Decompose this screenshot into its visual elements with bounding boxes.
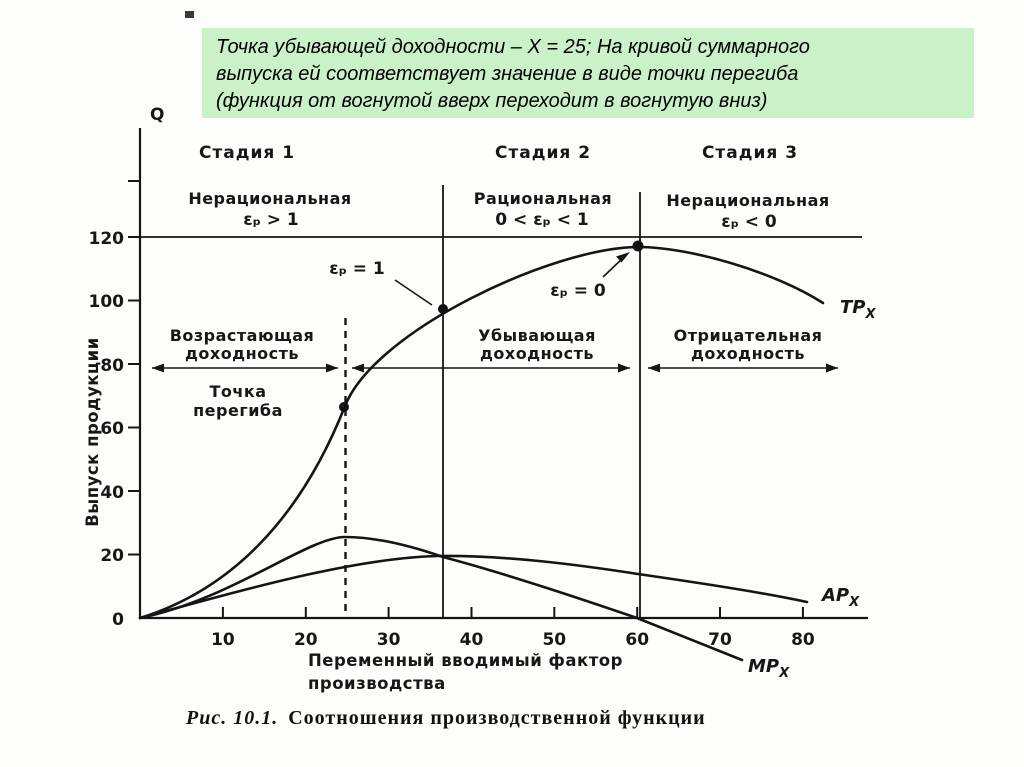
svg-text:100: 100 [89, 292, 125, 312]
x-axis-title-line-2: производства [308, 674, 446, 693]
arrowhead-left-icon [152, 363, 164, 373]
figure-caption: Рис. 10.1. Соотношения производственной ф… [186, 707, 706, 730]
stage-2-rationality: Рациональная [474, 189, 612, 208]
stage-3-title: Стадия 3 [702, 143, 798, 163]
ap-curve [138, 554, 809, 620]
svg-text:70: 70 [708, 630, 732, 650]
tp-curve [138, 245, 825, 620]
svg-text:30: 30 [377, 630, 401, 650]
ep0-annotation: εₚ = 0 [550, 281, 606, 301]
svg-text:0: 0 [112, 610, 124, 630]
stage-2-epsilon: 0 < εₚ < 1 [495, 210, 588, 230]
stage-1-returns-line-1: Возрастающая [170, 326, 315, 345]
stage-2-returns-line-1: Убывающая [478, 326, 596, 345]
inflection-point-dot [339, 402, 349, 412]
inflection-label-line-1: Точка [209, 382, 266, 401]
figure-title: Соотношения производственной функции [288, 707, 706, 729]
stage-3-returns-line-1: Отрицательная [674, 326, 823, 345]
arrowhead-left-icon [648, 363, 660, 373]
x-axis-title-line-1: Переменный вводимый фактор [308, 651, 623, 670]
arrowhead-right-icon [326, 363, 338, 373]
ep0-arrowhead-icon [616, 252, 630, 263]
ap-curve-label: APX [820, 585, 860, 610]
stage-2-title: Стадия 2 [495, 143, 591, 163]
returns-arrows [152, 363, 838, 373]
mp-curve-label: MPX [748, 656, 790, 681]
ep0-max-point-dot [632, 240, 644, 252]
arrowhead-right-icon [826, 363, 838, 373]
x-axis-ticks [221, 607, 804, 618]
mp-curve [138, 535, 744, 662]
svg-text:60: 60 [625, 630, 649, 650]
svg-text:40: 40 [100, 483, 124, 503]
stage-1-epsilon: εₚ > 1 [243, 210, 299, 230]
stage-3-epsilon: εₚ < 0 [721, 212, 777, 232]
stage-3-rationality: Нерациональная [666, 191, 829, 210]
arrowhead-left-icon [352, 363, 364, 373]
callout-box: Точка убывающей доходности – Х = 25; На … [202, 28, 974, 118]
y-axis-ticks [128, 180, 140, 556]
svg-text:120: 120 [89, 229, 125, 249]
svg-text:20: 20 [294, 630, 318, 650]
callout-line-3: (функция от вогнутой вверх переходит в в… [216, 90, 768, 112]
inflection-label-line-2: перегиба [193, 401, 283, 420]
svg-text:60: 60 [100, 419, 124, 439]
svg-text:20: 20 [100, 546, 124, 566]
svg-text:80: 80 [791, 630, 815, 650]
callout-line-2: выпуска ей соответствует значение в виде… [216, 63, 799, 85]
svg-text:10: 10 [211, 630, 235, 650]
stage-1-title: Стадия 1 [199, 143, 295, 163]
svg-text:80: 80 [100, 356, 124, 376]
figure-number: Рис. 10.1. [186, 707, 279, 729]
y-tick-labels: 120 100 80 60 40 20 0 [89, 229, 125, 630]
svg-text:40: 40 [460, 630, 484, 650]
x-tick-labels: 10 20 30 40 50 60 70 80 [211, 630, 815, 650]
svg-text:50: 50 [542, 630, 566, 650]
ep1-point-dot [438, 304, 448, 314]
q-axis-label: Q [150, 105, 165, 125]
ep1-pointer-line [394, 279, 433, 306]
stage-3-returns-line-2: доходность [691, 344, 805, 363]
y-axis-title: Выпуск продукции [83, 337, 102, 527]
stage-1-returns-line-2: доходность [185, 344, 299, 363]
stage-1-rationality: Нерациональная [188, 189, 351, 208]
scan-speck [185, 11, 194, 18]
callout-line-1: Точка убывающей доходности – Х = 25; На … [216, 36, 810, 58]
stage-2-returns-line-2: доходность [480, 344, 594, 363]
arrowhead-right-icon [618, 363, 630, 373]
ep1-annotation: εₚ = 1 [329, 259, 385, 279]
tp-curve-label: TPX [840, 297, 876, 322]
